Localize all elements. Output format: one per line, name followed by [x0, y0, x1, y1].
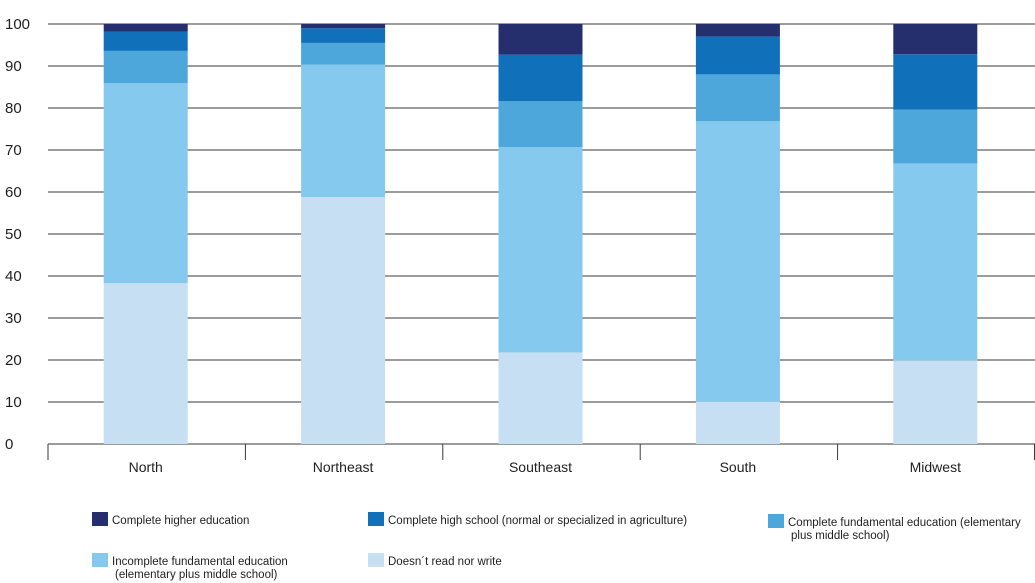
- bar-segment-north-2: [103, 50, 188, 84]
- bar-segment-south-1: [695, 121, 780, 402]
- legend-item: Complete high school (normal or speciali…: [368, 512, 687, 527]
- legend-label: Doesn´t read nor write: [388, 556, 502, 568]
- y-tick-label: 0: [5, 436, 13, 453]
- legend-label: Complete fundamental education (elementa…: [788, 517, 1021, 542]
- y-tick-label: 40: [5, 268, 22, 285]
- bars: [103, 24, 978, 444]
- legend-swatch: [92, 553, 108, 567]
- x-category-label: South: [720, 459, 757, 475]
- bar-segment-north-1: [103, 83, 188, 284]
- bar-segment-northeast-1: [301, 64, 386, 198]
- y-tick-label: 50: [5, 226, 22, 243]
- legend-item: Complete fundamental education (elementa…: [768, 514, 1021, 542]
- x-category-label: Northeast: [313, 459, 374, 475]
- bar-segment-midwest-3: [893, 54, 978, 110]
- legend-swatch: [92, 512, 108, 526]
- bar-segment-south-0: [695, 401, 780, 444]
- y-tick-label: 60: [5, 184, 22, 201]
- legend-swatch: [768, 514, 784, 528]
- bar-segment-midwest-4: [893, 24, 978, 55]
- y-tick-label: 20: [5, 352, 22, 369]
- legend-label: Incomplete fundamental education (element…: [112, 556, 288, 581]
- legend-label: Complete high school (normal or speciali…: [388, 515, 687, 527]
- y-tick-label: 10: [5, 394, 22, 411]
- bar-segment-northeast-4: [301, 24, 386, 29]
- bar-segment-north-3: [103, 31, 188, 51]
- bar-segment-south-3: [695, 36, 780, 75]
- bar-segment-southeast-3: [498, 54, 583, 102]
- axes: 0 10 20 30 40 50 60 70 80 90 100 North Northeast Sout…: [5, 16, 1035, 475]
- legend-swatch: [368, 553, 384, 567]
- legend-item: Doesn´t read nor write: [368, 553, 502, 568]
- bar-segment-north-4: [103, 24, 188, 32]
- legend-label: Complete higher education: [112, 515, 249, 527]
- y-tick-label: 90: [5, 58, 22, 75]
- x-category-label: Southeast: [509, 459, 572, 475]
- bar-segment-midwest-2: [893, 109, 978, 164]
- bar-segment-southeast-0: [498, 352, 583, 444]
- bar-segment-midwest-1: [893, 163, 978, 361]
- y-tick-label: 30: [5, 310, 22, 327]
- bar-segment-midwest-0: [893, 360, 978, 444]
- x-category-label: Midwest: [910, 459, 961, 475]
- bar-segment-south-4: [695, 24, 780, 37]
- bar-segment-northeast-0: [301, 197, 386, 444]
- y-tick-label: 100: [5, 16, 30, 33]
- bar-segment-north-0: [103, 283, 188, 444]
- bar-segment-southeast-1: [498, 147, 583, 353]
- legend-item: Incomplete fundamental education (element…: [92, 553, 288, 581]
- bar-segment-southeast-2: [498, 101, 583, 148]
- bar-segment-northeast-2: [301, 42, 386, 65]
- legend-swatch: [368, 512, 384, 526]
- bar-segment-northeast-3: [301, 28, 386, 43]
- legend-item: Complete higher education: [92, 512, 249, 527]
- legend: Complete higher education Complete high s…: [92, 512, 1021, 581]
- bar-segment-southeast-4: [498, 24, 583, 55]
- y-tick-label: 80: [5, 100, 22, 117]
- bar-segment-south-2: [695, 74, 780, 122]
- y-tick-label: 70: [5, 142, 22, 159]
- x-category-label: North: [129, 459, 163, 475]
